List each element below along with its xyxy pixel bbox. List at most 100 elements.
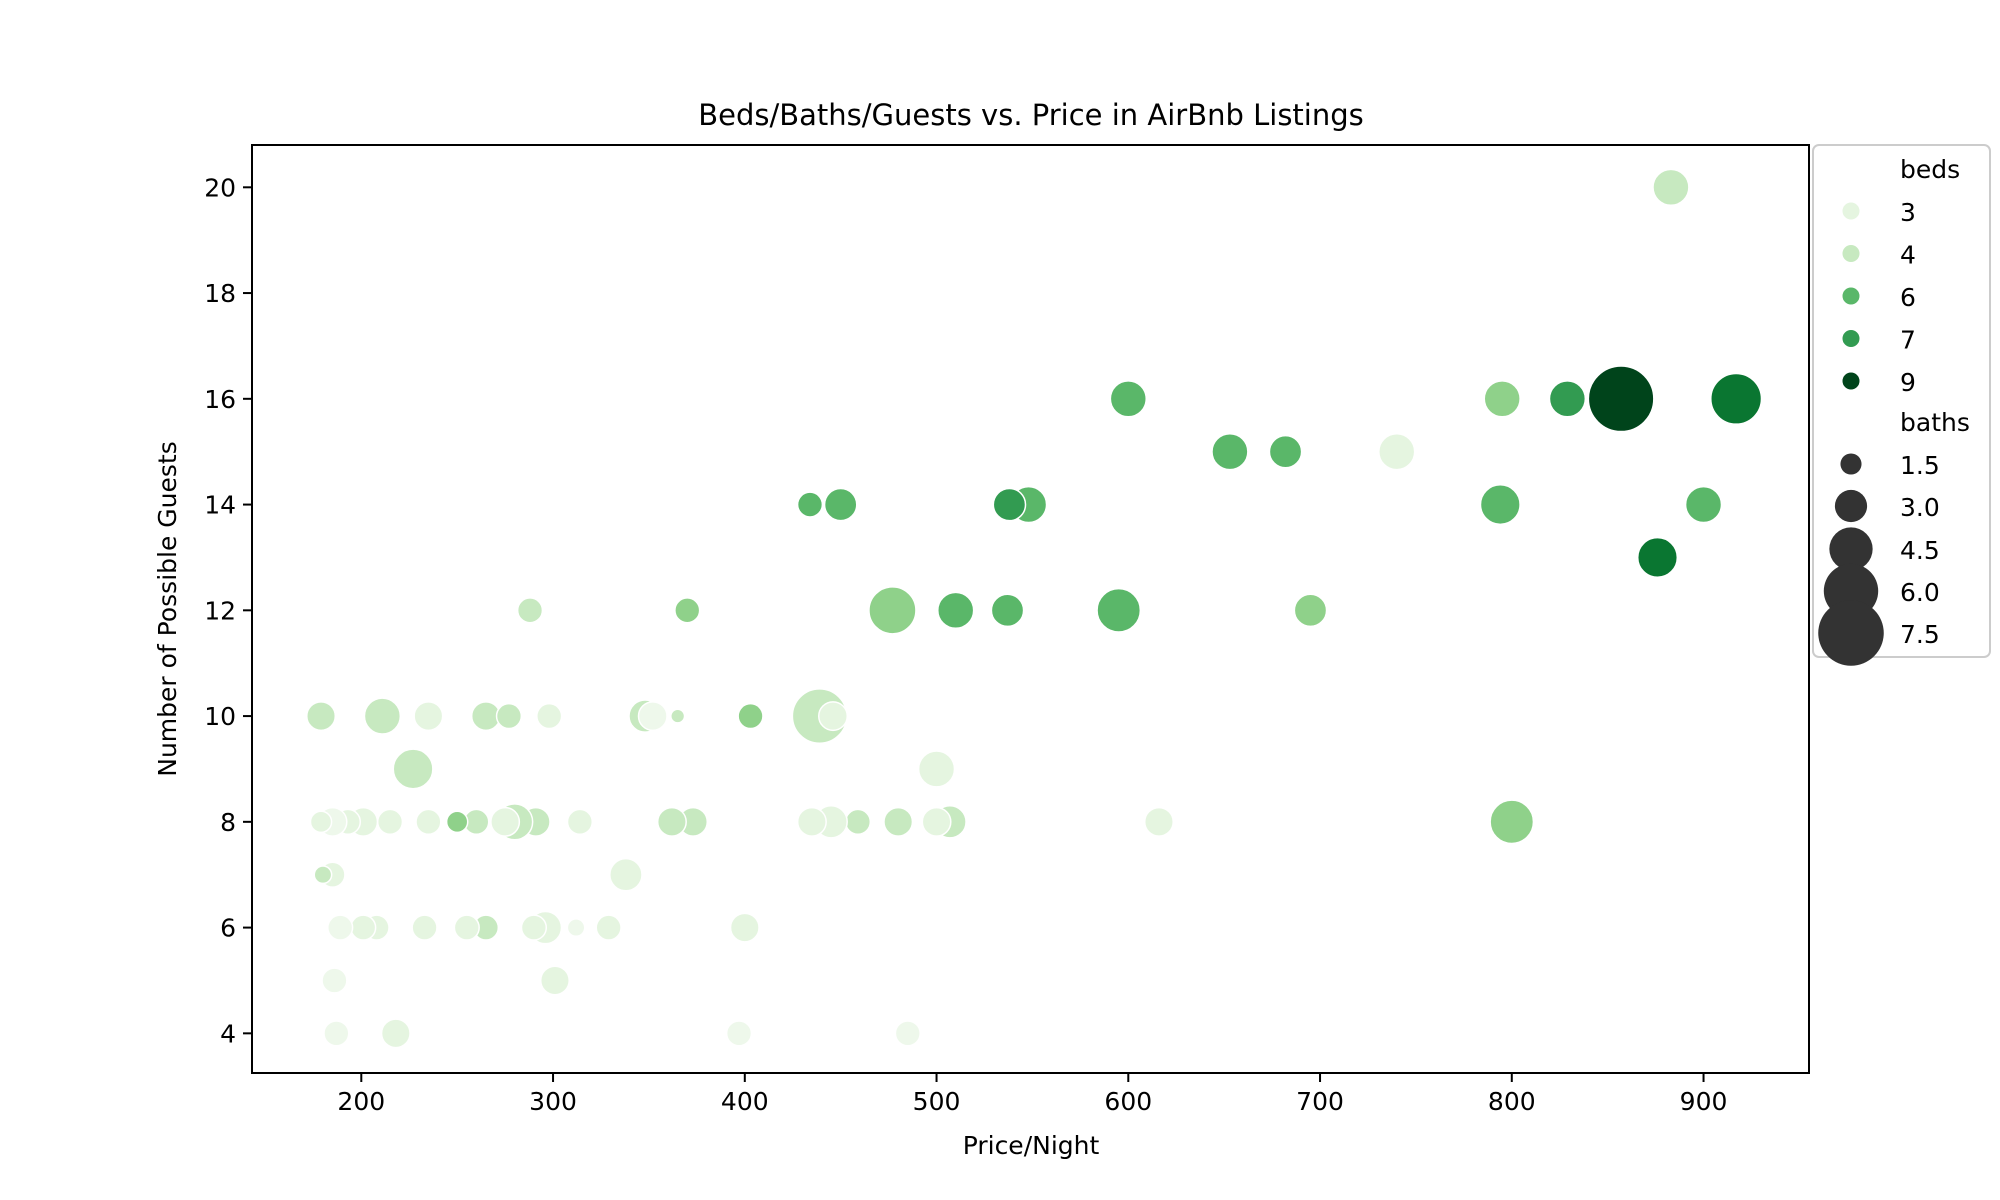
legend-baths-label: 7.5 [1900,620,1940,649]
legend-beds-label: 4 [1900,241,1916,270]
legend-baths-marker [1829,527,1873,571]
y-axis-label: Number of Possible Guests [153,441,182,777]
data-point [363,697,402,735]
data-point [725,1020,753,1047]
data-point [313,865,333,885]
data-point [1109,380,1147,418]
data-point [1211,432,1249,471]
data-point [380,1018,411,1049]
data-point [823,487,858,522]
data-point [1143,806,1174,837]
data-point [453,914,480,941]
legend-beds-label: 6 [1900,283,1916,312]
data-point [1096,587,1142,633]
data-point [411,914,438,941]
data-point [490,806,521,837]
y-tick-label: 16 [204,385,236,414]
legend-beds-label: 9 [1900,368,1916,397]
legend-baths-label: 3.0 [1900,493,1940,522]
x-tick-label: 200 [337,1087,385,1116]
data-point [868,586,917,635]
data-point [883,806,914,837]
data-point [1293,593,1328,628]
chart-title: Beds/Baths/Guests vs. Price in AirBnb Li… [698,98,1364,132]
data-point [992,487,1027,522]
data-point [656,806,687,837]
legend-baths-marker [1840,453,1862,475]
data-point [1378,432,1416,471]
data-point [445,810,469,834]
data-point [520,914,548,941]
data-point [674,597,701,624]
data-point [894,1020,921,1047]
data-point [323,1020,350,1047]
data-point [536,702,563,730]
data-point [350,914,377,941]
data-point [495,702,523,730]
data-point [306,701,337,732]
y-tick-label: 4 [220,1019,236,1048]
y-tick-label: 6 [220,914,236,943]
y-tick-label: 12 [204,596,236,625]
data-point [566,808,594,835]
data-point [921,806,952,837]
data-point [1652,168,1690,207]
data-point [1636,536,1679,578]
data-point [1489,799,1535,845]
data-point [413,701,444,732]
data-point [729,912,760,943]
data-point [990,593,1025,628]
x-tick-label: 800 [1488,1087,1536,1116]
x-tick-label: 300 [529,1087,577,1116]
data-point [796,806,827,837]
data-point [327,914,354,941]
legend: beds baths 3 4 6 7 9 1.5 3.0 4.5 6.0 7.5 [1812,144,1991,666]
legend-beds-title: beds [1900,155,1960,184]
x-tick-label: 600 [1104,1087,1152,1116]
data-point [539,965,570,996]
x-tick-label: 700 [1296,1087,1344,1116]
y-tick-label: 18 [204,279,236,308]
data-point [516,597,544,624]
data-point [321,967,348,994]
data-point [670,708,686,724]
x-tick-label: 400 [721,1087,769,1116]
data-point [917,750,956,788]
data-point [376,808,404,835]
legend-beds-marker [1841,329,1861,348]
data-point [392,748,434,790]
data-point [1710,372,1763,425]
x-axis: 200 300 400 500 600 700 800 900 [337,1073,1727,1116]
data-point [796,491,824,518]
y-tick-label: 14 [204,491,236,520]
y-tick-label: 8 [220,808,236,837]
data-point [1684,485,1723,524]
x-tick-label: 900 [1680,1087,1728,1116]
data-point [637,701,668,732]
x-axis-label: Price/Night [963,1131,1100,1160]
legend-beds-label: 7 [1900,326,1916,355]
legend-beds-label: 3 [1900,198,1916,227]
data-point [1587,365,1655,433]
y-tick-label: 20 [204,173,236,202]
data-point [1479,484,1521,526]
legend-baths-title: baths [1900,408,1970,437]
plot-frame [251,144,1810,1074]
legend-baths-label: 6.0 [1900,578,1940,607]
legend-beds-marker [1841,201,1861,221]
legend-beds-marker [1841,244,1861,263]
data-point [737,702,764,730]
data-point [609,857,643,892]
legend-baths-marker [1818,600,1884,666]
data-point [1548,380,1587,418]
y-axis: 4 6 8 10 12 14 16 18 20 [204,173,252,1048]
data-point [937,591,975,630]
legend-baths-label: 1.5 [1900,451,1940,480]
y-tick-label: 10 [204,702,236,731]
points-layer [306,168,1763,1049]
x-tick-label: 500 [913,1087,961,1116]
data-point [1483,380,1521,418]
data-point [595,914,622,941]
data-point [817,701,848,732]
